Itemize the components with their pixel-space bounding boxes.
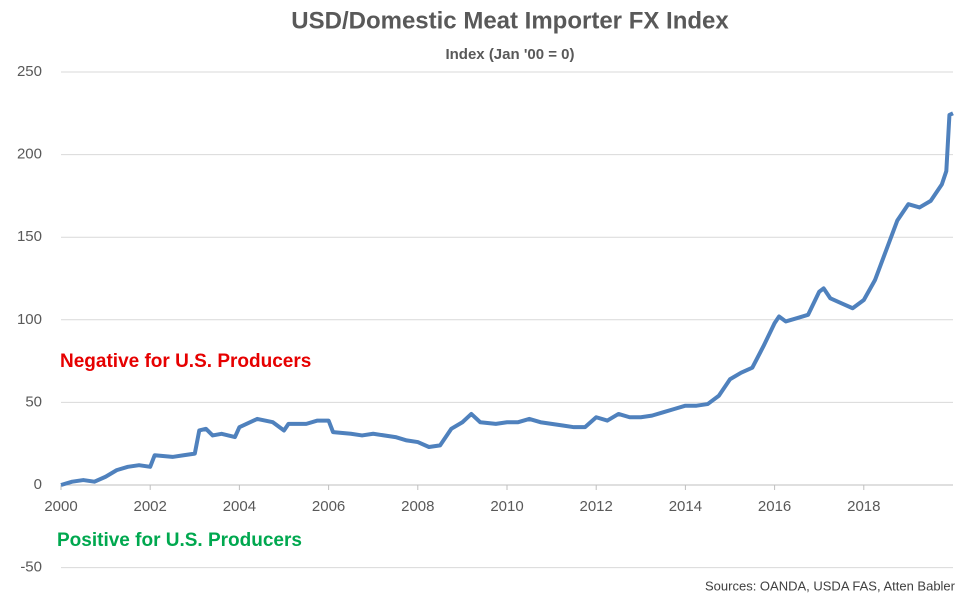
y-tick-label: 0: [34, 476, 42, 493]
y-tick-label: -50: [20, 559, 42, 576]
x-tick-label: 2004: [223, 498, 256, 515]
x-tick-label: 2012: [580, 498, 613, 515]
x-tick-label: 2000: [44, 498, 77, 515]
x-tick-label: 2008: [401, 498, 434, 515]
y-tick-label: 250: [17, 63, 42, 80]
line-series: [60, 111, 954, 487]
y-tick-label: 50: [25, 393, 42, 410]
x-tick-label: 2010: [490, 498, 523, 515]
annotation: Positive for U.S. Producers: [57, 530, 302, 551]
x-tick-label: 2016: [758, 498, 791, 515]
chart-subtitle: Index (Jan '00 = 0): [445, 46, 574, 63]
x-tick-label: 2006: [312, 498, 345, 515]
x-tick-label: 2018: [847, 498, 880, 515]
x-tick-label: 2014: [669, 498, 702, 515]
y-tick-label: 200: [17, 146, 42, 163]
annotation: Negative for U.S. Producers: [60, 351, 311, 372]
chart-title: USD/Domestic Meat Importer FX Index: [291, 7, 729, 34]
source: Sources: OANDA, USDA FAS, Atten Babler: [705, 578, 956, 593]
y-tick-label: 150: [17, 228, 42, 245]
x-tick-label: 2002: [134, 498, 167, 515]
y-tick-label: 100: [17, 311, 42, 328]
